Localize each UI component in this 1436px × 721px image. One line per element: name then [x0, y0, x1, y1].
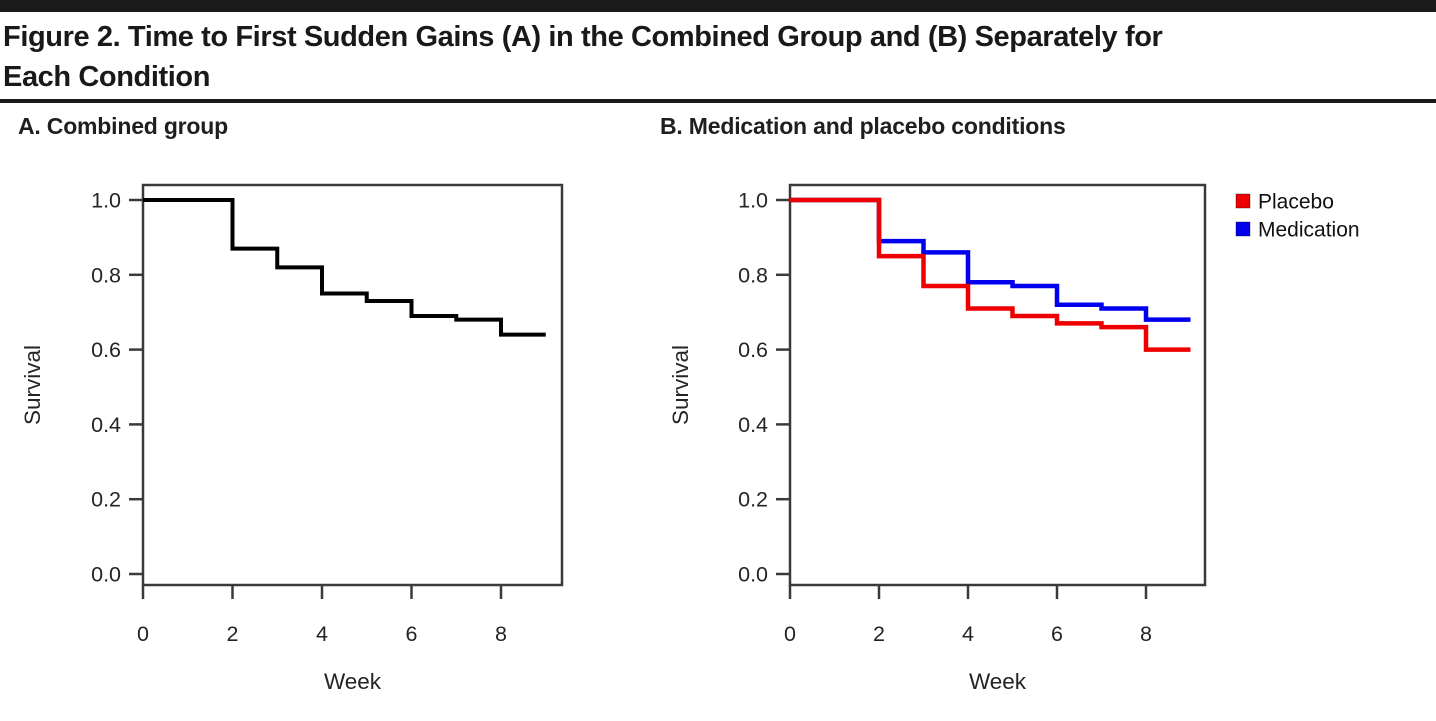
- figure-title-line2: Each Condition: [3, 61, 211, 93]
- y-tick-label: 0.8: [91, 263, 121, 287]
- y-tick-label: 0.2: [738, 488, 768, 512]
- top-rule-bar: [0, 0, 1436, 12]
- panel-b-chart: 1.0 0.8 0.6 0.4 0.2 0.0 0 2 4 6 8 Week Survival Place…: [668, 183, 1360, 694]
- x-tick-label: 2: [873, 622, 885, 646]
- y-axis-label: Survival: [20, 345, 45, 425]
- figure-title: Figure 2. Time to First Sudden Gains (A)…: [3, 17, 1433, 97]
- x-axis: 0 2 4 6 8: [784, 585, 1152, 646]
- x-tick-label: 8: [495, 622, 507, 646]
- panel-a-chart: 1.0 0.8 0.6 0.4 0.2 0.0 0 2 4 6 8 Week Survival: [20, 183, 564, 694]
- y-tick-label: 0.6: [91, 338, 121, 362]
- x-tick-label: 0: [784, 622, 796, 646]
- x-tick-label: 8: [1140, 622, 1152, 646]
- survival-curve-medication: [790, 197, 1191, 322]
- y-tick-label: 0.0: [738, 563, 768, 587]
- y-tick-label: 0.0: [91, 563, 121, 587]
- y-axis: 1.0 0.8 0.6 0.4 0.2 0.0: [738, 189, 790, 587]
- legend-swatch-placebo: [1235, 193, 1251, 209]
- x-tick-label: 6: [1051, 622, 1063, 646]
- y-tick-label: 0.4: [91, 413, 121, 437]
- y-axis-label: Survival: [668, 345, 693, 425]
- survival-curve-combined: [143, 198, 546, 337]
- y-axis: 1.0 0.8 0.6 0.4 0.2 0.0: [91, 189, 143, 587]
- y-tick-label: 0.4: [738, 413, 768, 437]
- x-tick-label: 4: [316, 622, 328, 646]
- survival-curve-placebo: [790, 197, 1191, 352]
- y-tick-label: 0.8: [738, 263, 768, 287]
- y-tick-label: 1.0: [91, 189, 121, 213]
- y-tick-label: 0.6: [738, 338, 768, 362]
- y-tick-label: 0.2: [91, 488, 121, 512]
- legend: Placebo Medication: [1235, 190, 1360, 241]
- x-axis-label: Week: [324, 669, 382, 694]
- panel-a-title: A. Combined group: [18, 113, 228, 139]
- x-axis: 0 2 4 6 8: [137, 585, 507, 646]
- x-axis-label: Week: [969, 669, 1027, 694]
- x-tick-label: 0: [137, 622, 149, 646]
- title-divider-rule: [0, 99, 1436, 103]
- figure-title-line1: Figure 2. Time to First Sudden Gains (A)…: [3, 21, 1163, 53]
- plot-frame: [141, 183, 564, 587]
- legend-swatch-medication: [1235, 221, 1251, 237]
- x-tick-label: 2: [227, 622, 239, 646]
- panel-b-title: B. Medication and placebo conditions: [660, 113, 1066, 139]
- plot-frame: [788, 183, 1207, 587]
- legend-label-medication: Medication: [1258, 218, 1360, 241]
- x-tick-label: 6: [406, 622, 418, 646]
- x-tick-label: 4: [962, 622, 974, 646]
- y-tick-label: 1.0: [738, 189, 768, 213]
- legend-label-placebo: Placebo: [1258, 190, 1334, 213]
